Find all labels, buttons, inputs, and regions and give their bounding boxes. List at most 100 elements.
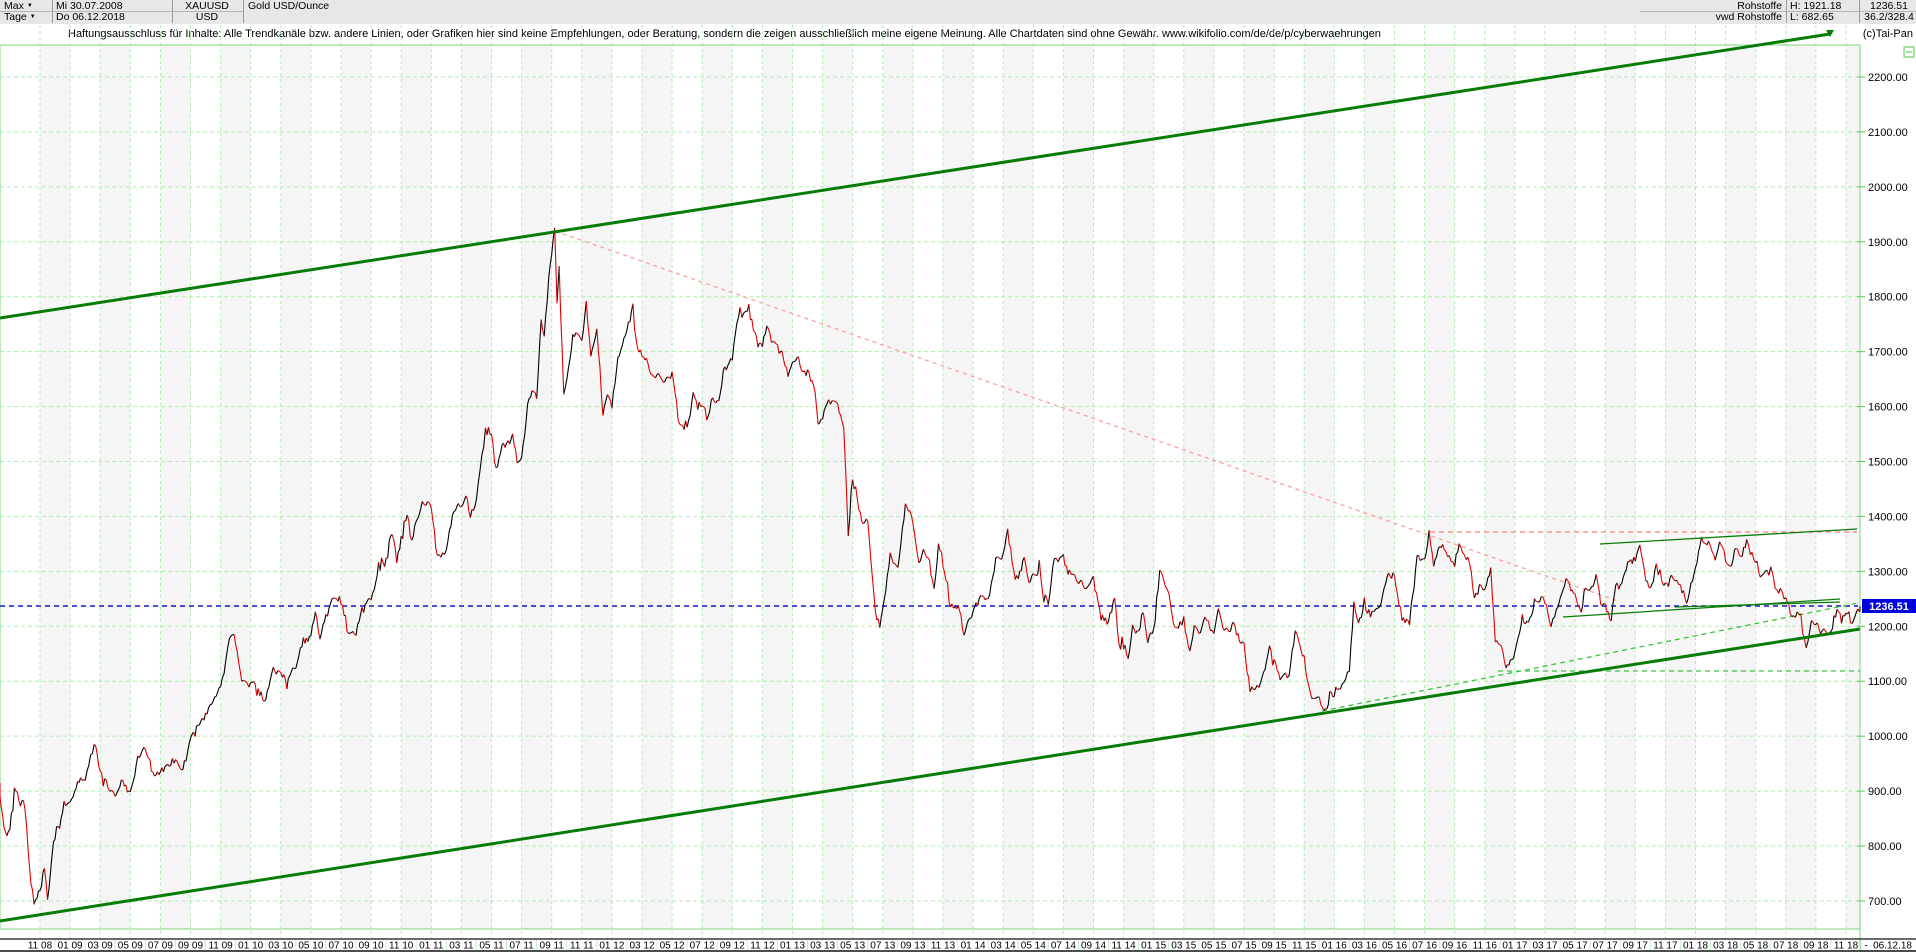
date-axis-label: 09 16	[1442, 941, 1467, 952]
date-axis-label: 07 16	[1412, 941, 1437, 952]
date-axis-label: 07 15	[1231, 941, 1256, 952]
price-axis-label: 1900.00	[1868, 237, 1908, 249]
date-axis-label: 11 10	[389, 941, 414, 952]
date-axis-label: 11 09	[208, 941, 233, 952]
currency-label: USD	[195, 12, 219, 23]
last-date-label: 06.12.18	[1873, 941, 1912, 952]
date-axis-label: 05 16	[1382, 941, 1407, 952]
price-axis-label: 1700.00	[1868, 347, 1908, 359]
date-axis-label: 01 15	[1141, 941, 1166, 952]
current-price-tag	[1862, 599, 1916, 613]
last-price-header: 1236.51	[1870, 1, 1908, 12]
date-axis-label: 09 17	[1623, 941, 1648, 952]
date-axis-label: 07 09	[148, 941, 173, 952]
disclaimer-bar: Haftungsausschluss für Inhalte: Alle Tre…	[0, 24, 1916, 45]
price-axis-label: 1500.00	[1868, 457, 1908, 469]
date-axis-label: 11 14	[1111, 941, 1136, 952]
date-axis-label: 01 12	[599, 941, 624, 952]
date-axis-label: 05 11	[479, 941, 504, 952]
date-axis-label: 11 13	[931, 941, 956, 952]
price-axis-label: 1600.00	[1868, 402, 1908, 414]
date-axis-label: 07 18	[1773, 941, 1798, 952]
collapse-axis-icon[interactable]	[1903, 46, 1915, 58]
divider	[1640, 11, 1916, 12]
date-axis-label: 05 17	[1563, 941, 1588, 952]
price-axis-label: 2100.00	[1868, 127, 1908, 139]
date-axis-label: 11 08	[28, 941, 53, 952]
date-axis-label: 09 09	[178, 941, 203, 952]
price-axis-label: 1400.00	[1868, 511, 1908, 523]
divider	[0, 11, 243, 12]
high-value: H: 1921.18	[1790, 1, 1842, 12]
date-axis-label: 07 13	[870, 941, 895, 952]
price-axis-label: 1800.00	[1868, 292, 1908, 304]
date-axis-label: 01 11	[419, 941, 444, 952]
date-axis-label: 11 12	[750, 941, 775, 952]
copyright-label: (c)Tai-Pan	[1862, 28, 1913, 40]
price-axis-label: 2200.00	[1868, 72, 1908, 84]
period-select[interactable]: Tage ▼	[4, 12, 36, 23]
date-axis-label: 01 14	[961, 941, 986, 952]
date-axis-label: 11 11	[570, 941, 594, 952]
date-to: Do 06.12.2018	[56, 12, 125, 23]
date-axis-label: 07 11	[509, 941, 534, 952]
date-axis-label: 11 17	[1653, 941, 1678, 952]
provider-label: vwd Rohstoffe	[1715, 12, 1782, 23]
date-axis-label: 09 18	[1803, 941, 1828, 952]
date-axis-label: 05 09	[118, 941, 143, 952]
toolbar: Max ▼ Tage ▼ Mi 30.07.2008 Do 06.12.2018 X…	[0, 0, 1916, 25]
date-axis-label: 03 13	[810, 941, 835, 952]
date-axis-label: 07 17	[1593, 941, 1618, 952]
date-from: Mi 30.07.2008	[56, 1, 123, 12]
date-axis-label: 09 15	[1262, 941, 1287, 952]
price-axis-label: 2000.00	[1868, 182, 1908, 194]
date-axis-label: 05 18	[1743, 941, 1768, 952]
date-axis-label: 01 10	[238, 941, 263, 952]
date-axis-label: 03 12	[629, 941, 654, 952]
date-axis-label: 03 18	[1713, 941, 1738, 952]
plot-area[interactable]	[0, 45, 1860, 929]
date-axis-label: 03 11	[449, 941, 474, 952]
current-price-tag-value: 1236.51	[1869, 601, 1909, 613]
date-axis-label: 09 11	[540, 941, 565, 952]
price-axis-label: 900.00	[1868, 786, 1902, 798]
date-axis-label: 01 13	[780, 941, 805, 952]
date-axis-label: 05 13	[840, 941, 865, 952]
date-axis-label: 11 16	[1473, 941, 1498, 952]
date-axis-dash: -	[1864, 941, 1867, 952]
change-info: 36.2/328.4	[1864, 12, 1914, 23]
date-axis-label: 01 16	[1322, 941, 1347, 952]
chevron-down-icon: ▼	[26, 3, 33, 9]
instrument-title: Gold USD/Ounce	[248, 1, 330, 12]
price-axis-label: 800.00	[1868, 841, 1902, 853]
date-axis-label: 11 18	[1834, 941, 1859, 952]
date-axis-label: 03 09	[88, 941, 113, 952]
price-axis-label: 1200.00	[1868, 621, 1908, 633]
price-axis-label: 1000.00	[1868, 731, 1908, 743]
date-axis-label: 05 15	[1201, 941, 1226, 952]
price-axis-label: 700.00	[1868, 896, 1902, 908]
date-axis-label: 03 15	[1171, 941, 1196, 952]
date-axis-label: 01 17	[1502, 941, 1527, 952]
symbol-label: XAUUSD	[185, 1, 229, 12]
date-axis-label: 01 09	[58, 941, 83, 952]
date-axis-label: 07 10	[328, 941, 353, 952]
chevron-down-icon: ▼	[29, 14, 36, 20]
date-axis-label: 03 17	[1532, 941, 1557, 952]
date-axis-label: 03 10	[268, 941, 293, 952]
date-axis-label: 03 14	[991, 941, 1016, 952]
date-axis-label: 11 15	[1292, 941, 1317, 952]
low-value: L: 682.65	[1790, 12, 1834, 23]
date-axis-label: 03 16	[1352, 941, 1377, 952]
date-axis-label: 01 18	[1683, 941, 1708, 952]
date-axis-label: 07 14	[1051, 941, 1076, 952]
date-axis-label: 09 13	[900, 941, 925, 952]
date-axis-label: 09 14	[1081, 941, 1106, 952]
category-label: Rohstoffe	[1737, 1, 1782, 12]
date-axis-label: 09 12	[720, 941, 745, 952]
date-axis-label: 05 10	[298, 941, 323, 952]
range-select[interactable]: Max ▼	[4, 1, 33, 12]
date-axis-label: 09 10	[359, 941, 384, 952]
price-axis-label: 1100.00	[1868, 676, 1907, 688]
